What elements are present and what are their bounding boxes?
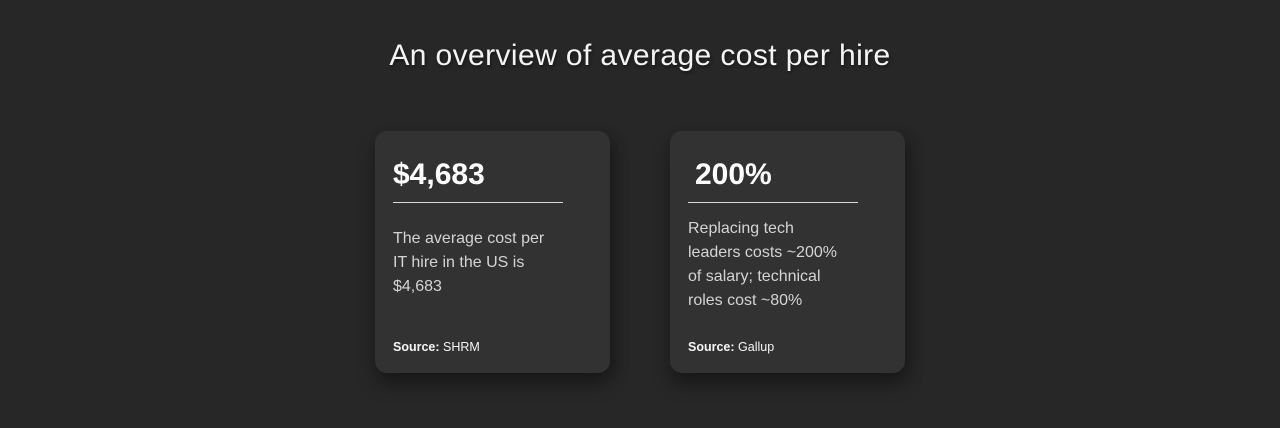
source-line: Source: Gallup	[688, 339, 887, 355]
stat-card-cost-per-hire: $4,683 The average cost per IT hire in t…	[375, 131, 610, 373]
stat-divider	[688, 202, 858, 203]
page: An overview of average cost per hire $4,…	[0, 0, 1280, 373]
stat-description: Replacing tech leaders costs ~200% of sa…	[688, 220, 837, 309]
stat-value: $4,683	[393, 158, 485, 191]
source-name: Gallup	[738, 340, 775, 354]
source-line: Source: SHRM	[393, 339, 592, 355]
stat-cards-row: $4,683 The average cost per IT hire in t…	[0, 131, 1280, 373]
stat-description: The average cost per IT hire in the US i…	[393, 230, 545, 295]
stat-card-replacement-cost: 200% Replacing tech leaders costs ~200% …	[670, 131, 905, 373]
stat-divider	[393, 202, 563, 203]
source-label: Source:	[688, 340, 735, 354]
stat-value: 200%	[695, 158, 772, 191]
source-label: Source:	[393, 340, 440, 354]
source-name: SHRM	[443, 340, 480, 354]
page-title: An overview of average cost per hire	[389, 39, 891, 72]
